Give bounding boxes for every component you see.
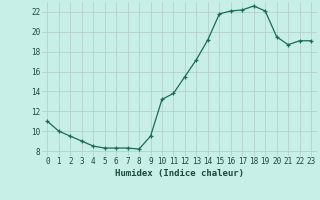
- X-axis label: Humidex (Indice chaleur): Humidex (Indice chaleur): [115, 169, 244, 178]
